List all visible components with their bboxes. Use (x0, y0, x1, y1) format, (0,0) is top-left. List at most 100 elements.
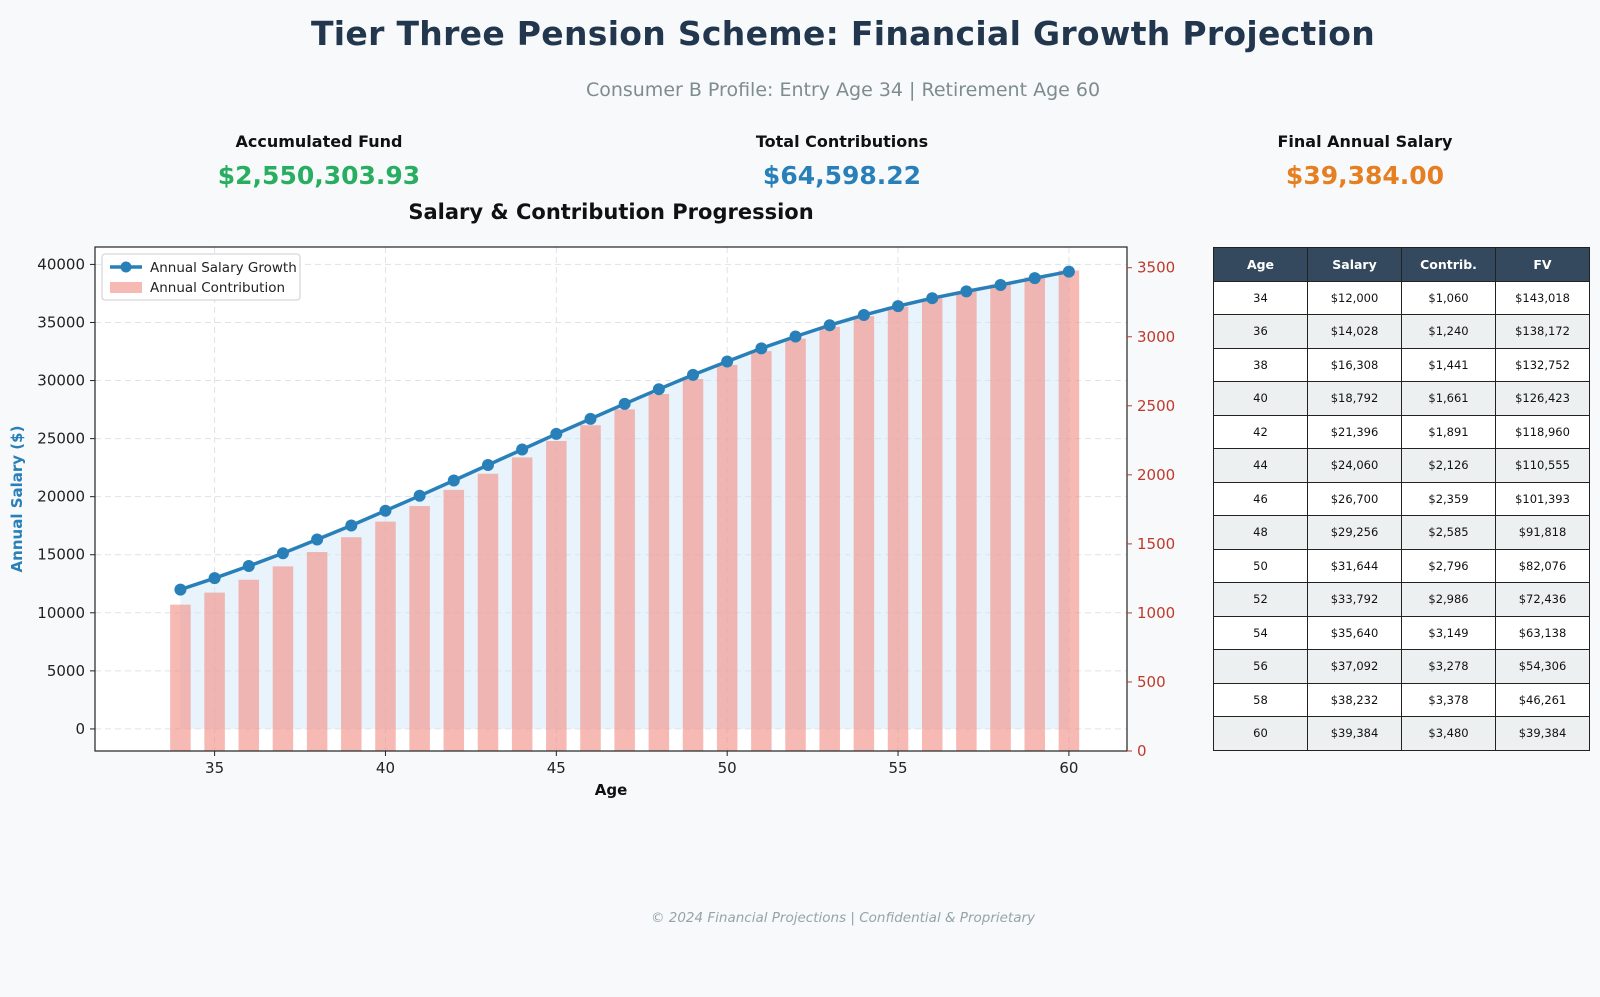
salary-point (379, 504, 392, 517)
y-tick-label: 10000 (37, 604, 85, 622)
table-cell: $101,393 (1495, 481, 1590, 516)
legend-label: Annual Contribution (150, 280, 285, 296)
page-subtitle: Consumer B Profile: Entry Age 34 | Retir… (585, 79, 1101, 101)
contribution-bar (956, 291, 977, 751)
table-cell: 44 (1213, 448, 1308, 483)
salary-point (994, 278, 1007, 291)
table-cell: $138,172 (1495, 314, 1590, 349)
table-cell: $31,644 (1307, 548, 1402, 583)
contribution-bar (306, 552, 328, 751)
legend-box (101, 253, 301, 301)
kpi-value: $2,550,303.93 (217, 161, 421, 190)
table-cell: $18,792 (1307, 381, 1402, 416)
y2-tick-label: 2500 (1137, 397, 1175, 415)
salary-point (618, 397, 631, 410)
table-cell: $39,384 (1307, 716, 1402, 751)
table-cell: $2,126 (1401, 448, 1496, 483)
table-body: 34 $12,000 $1,060 $143,018 36 $14,028 $1,240 $1… (1213, 280, 1590, 751)
table-header-cell: Age (1213, 247, 1308, 282)
table-header-cell: Contrib. (1401, 247, 1496, 282)
contribution-bar (1058, 270, 1080, 751)
salary-point (721, 355, 734, 368)
y-tick-label: 5000 (47, 662, 85, 680)
salary-point (926, 292, 939, 305)
salary-point (892, 300, 905, 313)
contribution-bar (204, 592, 225, 751)
x-tick-label: 60 (1059, 759, 1078, 777)
table-cell: $1,060 (1401, 280, 1496, 315)
table-cell: $72,436 (1495, 582, 1590, 617)
contribution-bar (682, 379, 704, 751)
table-cell: $29,256 (1307, 515, 1402, 550)
table-row: 60 $39,384 $3,480 $39,384 (1213, 716, 1590, 751)
table-cell: $46,261 (1495, 682, 1590, 717)
y-tick-label: 40000 (37, 255, 85, 273)
table-cell: $1,891 (1401, 414, 1496, 449)
table-cell: 36 (1213, 314, 1308, 349)
salary-point (242, 560, 255, 573)
y2-tick-label: 3000 (1137, 328, 1175, 346)
y-tick-label: 20000 (37, 488, 85, 506)
table-row: 42 $21,396 $1,891 $118,960 (1213, 414, 1590, 449)
salary-contribution-chart: 35 40 45 50 55 600500010000150002000025000300… (8, 200, 1175, 799)
table-cell: $2,585 (1401, 515, 1496, 550)
table-cell: $3,149 (1401, 615, 1496, 650)
salary-point (516, 443, 529, 456)
contribution-bar (409, 506, 430, 751)
salary-point (823, 319, 836, 332)
table-cell: $126,423 (1495, 381, 1590, 416)
contribution-bar (580, 425, 601, 751)
table-row: 38 $16,308 $1,441 $132,752 (1213, 347, 1590, 382)
table-cell: $26,700 (1307, 481, 1402, 516)
salary-point (687, 368, 700, 381)
salary-point (276, 547, 289, 560)
table-cell: $118,960 (1495, 414, 1590, 449)
table-row: 46 $26,700 $2,359 $101,393 (1213, 481, 1590, 516)
x-tick-label: 50 (718, 759, 737, 777)
x-axis-label: Age (595, 781, 628, 799)
table-cell: $1,661 (1401, 381, 1496, 416)
table-cell: $33,792 (1307, 582, 1402, 617)
salary-point (174, 583, 187, 596)
contribution-bar (511, 457, 533, 751)
table-row: 58 $38,232 $3,378 $46,261 (1213, 682, 1590, 717)
kpi-label: Accumulated Fund (235, 132, 403, 151)
contribution-bar (443, 489, 465, 751)
table-row: 52 $33,792 $2,986 $72,436 (1213, 582, 1590, 617)
contribution-bar (238, 579, 260, 751)
table-cell: $1,441 (1401, 347, 1496, 382)
table-cell: $21,396 (1307, 414, 1402, 449)
table-row: 50 $31,644 $2,796 $82,076 (1213, 548, 1590, 583)
x-tick-label: 35 (205, 759, 224, 777)
salary-point (960, 285, 973, 298)
y-tick-label: 35000 (37, 313, 85, 331)
table-row: 54 $35,640 $3,149 $63,138 (1213, 615, 1590, 650)
table-cell: 56 (1213, 649, 1308, 684)
table-cell: $63,138 (1495, 615, 1590, 650)
contribution-bar (341, 537, 362, 751)
table-cell: 38 (1213, 347, 1308, 382)
salary-point (584, 412, 597, 425)
salary-point (345, 519, 358, 532)
contribution-bar (785, 338, 806, 751)
footer-copyright: © 2024 Financial Projections | Confident… (650, 910, 1036, 926)
kpi-total-contributions: Total Contributions $64,598.22 (682, 132, 1002, 190)
table-cell: 40 (1213, 381, 1308, 416)
contribution-bar (477, 473, 499, 751)
legend-bar-icon (110, 282, 142, 293)
projection-table: Age Salary Contrib. FV 34 $12,000 $1,060 $1… (1213, 247, 1590, 751)
kpi-label: Final Annual Salary (1277, 132, 1453, 151)
table-cell: 58 (1213, 682, 1308, 717)
kpi-label: Total Contributions (755, 132, 929, 151)
salary-point (789, 330, 802, 343)
legend-marker-icon (120, 261, 132, 273)
contribution-bar (819, 326, 840, 751)
table-cell: 52 (1213, 582, 1308, 617)
contribution-bar (546, 441, 567, 751)
contribution-bar (1024, 277, 1045, 751)
table-row: 34 $12,000 $1,060 $143,018 (1213, 280, 1590, 315)
table-row: 40 $18,792 $1,661 $126,423 (1213, 381, 1590, 416)
table-cell: $2,796 (1401, 548, 1496, 583)
table-row: 36 $14,028 $1,240 $138,172 (1213, 314, 1590, 349)
contribution-bar (614, 409, 635, 751)
